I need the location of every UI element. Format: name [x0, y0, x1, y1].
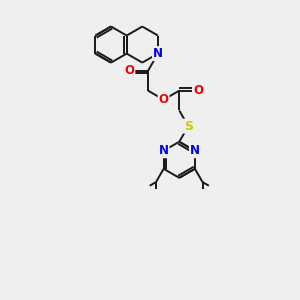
- Text: O: O: [124, 64, 134, 77]
- Text: N: N: [159, 144, 169, 157]
- Text: O: O: [159, 93, 169, 106]
- Text: N: N: [153, 47, 163, 60]
- Text: N: N: [190, 144, 200, 157]
- Text: O: O: [193, 84, 203, 97]
- Text: S: S: [184, 120, 193, 133]
